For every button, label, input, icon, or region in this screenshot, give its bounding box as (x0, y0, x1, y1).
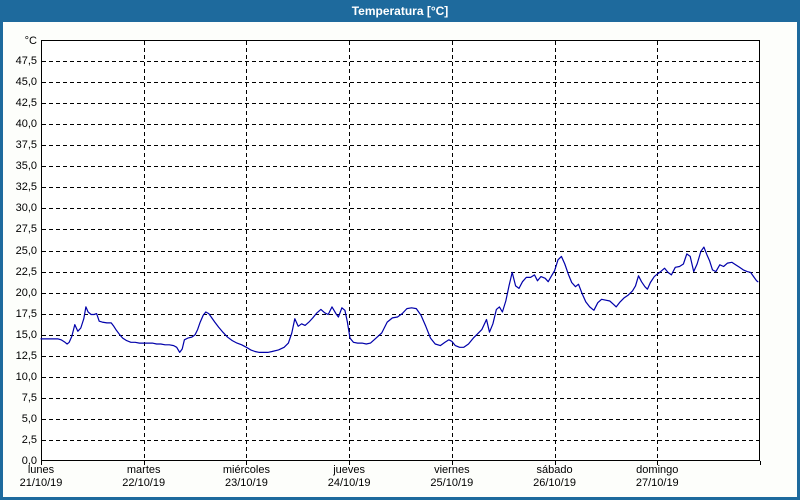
y-axis-tick-label: 40,0 (15, 118, 37, 131)
chart-title: Temperatura [°C] (351, 4, 449, 18)
day-date: 26/10/19 (533, 477, 576, 489)
y-axis-tick-label: 45,0 (15, 76, 37, 89)
day-date: 23/10/19 (225, 477, 268, 489)
y-axis-tick-label: 15,0 (15, 328, 37, 341)
y-axis-tick-label: 42,5 (15, 97, 37, 110)
x-axis-day-label: lunes 21/10/19 (0, 464, 87, 490)
y-axis-tick-label: 20,0 (15, 286, 37, 299)
x-axis-day-label: domingo 27/10/19 (611, 464, 703, 490)
temperature-series-line (40, 246, 759, 353)
y-axis-tick-label: 10,0 (15, 370, 37, 383)
day-date: 27/10/19 (635, 477, 679, 489)
y-axis-tick-label: 25,0 (15, 244, 37, 257)
y-axis-unit-label: °C (24, 35, 37, 47)
x-axis-day-label: miércoles 23/10/19 (200, 464, 292, 490)
day-name: domingo (636, 464, 679, 476)
day-name: jueves (333, 464, 366, 476)
day-date: 21/10/19 (19, 477, 63, 489)
y-axis-tick-label: 22,5 (15, 265, 37, 278)
y-axis-tick-label: 27,5 (15, 223, 37, 236)
y-axis-tick-label: 47,5 (15, 55, 37, 68)
y-axis-tick-label: 17,5 (15, 307, 37, 320)
y-axis-tick-label: 12,5 (15, 349, 37, 362)
y-axis-tick-label: 7,5 (21, 391, 37, 404)
chart-title-bar: Temperatura [°C] (0, 0, 800, 22)
y-axis-tick-label: 0,0 (21, 455, 37, 467)
day-name: lunes (27, 464, 55, 476)
y-axis-tick-label: 2,5 (21, 433, 37, 446)
day-date: 22/10/19 (122, 477, 166, 489)
x-axis-day-label: sábado 26/10/19 (509, 464, 601, 490)
x-axis-day-label: viernes 25/10/19 (406, 464, 498, 490)
plot-border (41, 40, 760, 461)
y-axis-tick-label: 37,5 (15, 139, 37, 152)
day-date: 24/10/19 (327, 477, 371, 489)
day-name: martes (126, 464, 161, 476)
day-name: sábado (536, 464, 573, 476)
day-name: viernes (434, 464, 470, 476)
y-axis-tick-label: 35,0 (15, 160, 37, 173)
day-name: miércoles (222, 464, 270, 476)
x-axis-day-label: martes 22/10/19 (98, 464, 190, 490)
y-axis-tick-label: 5,0 (21, 412, 37, 425)
y-axis-tick-label: 32,5 (15, 181, 37, 194)
day-date: 25/10/19 (430, 477, 474, 489)
y-axis-tick-label: 30,0 (15, 202, 37, 215)
x-axis-day-label: jueves 24/10/19 (303, 464, 395, 490)
